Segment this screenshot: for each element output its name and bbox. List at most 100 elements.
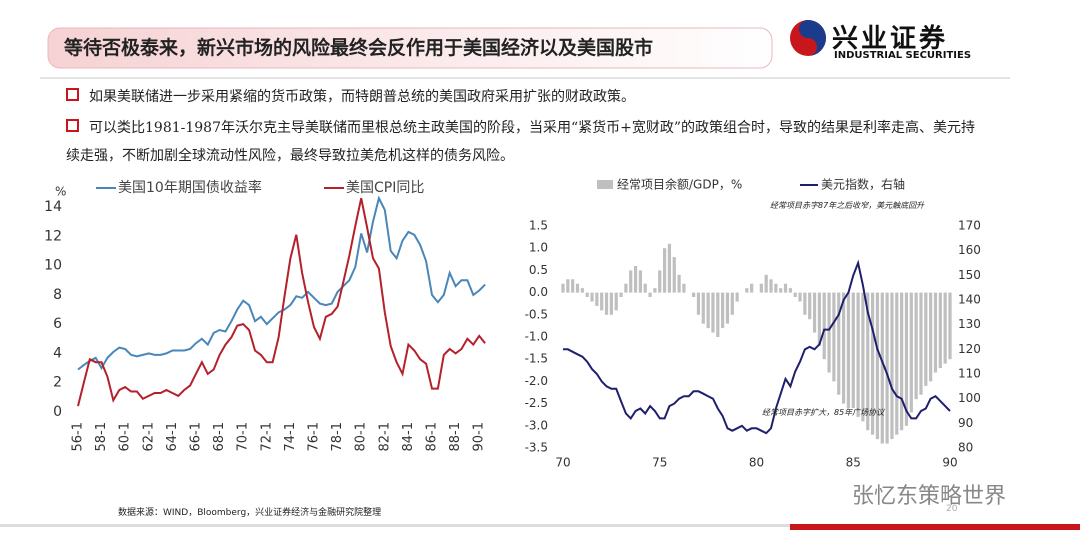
- bar: [672, 257, 676, 293]
- x-tick-label: 76-1: [306, 422, 321, 452]
- legend-label: 美国10年期国债收益率: [118, 179, 262, 196]
- bar: [900, 292, 904, 431]
- annotation: 经常项目赤字扩大，85年广场协议: [762, 408, 885, 417]
- y-tick-label: -2.5: [525, 396, 548, 410]
- bar: [808, 292, 812, 320]
- x-tick-label: 62-1: [141, 422, 156, 452]
- bar: [929, 292, 933, 382]
- x-tick-label: 86-1: [424, 422, 439, 452]
- page-number: 20: [946, 504, 958, 514]
- bar: [832, 292, 836, 382]
- bar: [667, 243, 672, 293]
- bar: [682, 283, 686, 293]
- y2-tick-label: 150: [958, 268, 981, 282]
- title-box: [47, 27, 773, 69]
- bar: [933, 292, 938, 373]
- bar: [600, 292, 604, 311]
- x-tick-label: 80: [749, 456, 764, 470]
- bar: [885, 292, 889, 444]
- bullet: 可以类比1981-1987年沃尔克主导美联储而里根总统主政美国的阶段，当采用“紧…: [66, 114, 986, 170]
- bar: [759, 283, 763, 293]
- bullet: 如果美联储进一步采用紧缩的货币政策，而特朗普总统的美国政府采用扩张的财政政策。: [66, 86, 635, 106]
- bar: [851, 292, 855, 409]
- y-tick-label: 10: [44, 258, 62, 274]
- bar: [914, 292, 918, 400]
- y2-tick-label: 100: [958, 391, 981, 405]
- y-tick-label: -2.0: [525, 374, 548, 388]
- bar: [812, 292, 817, 333]
- x-tick-label: 90-1: [472, 422, 487, 452]
- y-tick-label: -3.5: [525, 441, 548, 455]
- x-tick-label: 66-1: [188, 422, 203, 452]
- footer-bar: [0, 524, 790, 527]
- x-tick-label: 90: [942, 456, 957, 470]
- x-tick-label: 88-1: [448, 422, 463, 452]
- bar: [924, 292, 928, 386]
- bar: [904, 292, 909, 426]
- legend-label: 美元指数，右轴: [821, 177, 905, 192]
- y-tick-label: 6: [53, 316, 62, 332]
- bar: [856, 292, 860, 417]
- data-line: [77, 195, 486, 371]
- x-tick-label: 72-1: [259, 422, 274, 452]
- bar: [658, 270, 662, 293]
- bar: [938, 292, 942, 369]
- bar: [817, 292, 821, 346]
- x-tick-label: 82-1: [377, 422, 392, 452]
- bar: [614, 292, 618, 311]
- x-tick-label: 60-1: [118, 422, 133, 452]
- bar: [725, 292, 730, 324]
- source-note: 数据来源：WIND，Bloomberg，兴业证券经济与金融研究院整理: [118, 508, 382, 518]
- bullet-text: 如果美联储进一步采用紧缩的货币政策，而特朗普总统的美国政府采用扩张的财政政策。: [89, 89, 635, 105]
- bar: [774, 283, 778, 293]
- footer-bar: [790, 524, 1080, 530]
- bar: [561, 283, 565, 293]
- bar: [793, 292, 797, 298]
- bar: [696, 292, 701, 315]
- legend-label: 美国CPI同比: [346, 180, 424, 196]
- bar: [827, 292, 831, 373]
- bar: [662, 248, 667, 293]
- legend-swatch: [597, 180, 613, 189]
- bar: [624, 283, 628, 293]
- y2-tick-label: 170: [958, 219, 981, 233]
- x-tick-label: 70: [555, 456, 570, 470]
- x-tick-label: 74-1: [283, 422, 298, 452]
- y2-tick-label: 140: [958, 293, 981, 307]
- bar: [948, 292, 952, 360]
- logo-text: 兴业证券: [832, 24, 949, 54]
- bar: [750, 283, 754, 293]
- y2-tick-label: 80: [958, 441, 973, 455]
- x-tick-label: 75: [652, 456, 667, 470]
- bar: [745, 288, 749, 293]
- x-tick-label: 68-1: [212, 422, 227, 452]
- bar: [779, 288, 783, 293]
- x-tick-label: 56-1: [70, 422, 85, 452]
- y-tick-label: 8: [53, 287, 62, 303]
- bar: [803, 292, 807, 315]
- y-tick-label: 1.5: [529, 219, 548, 233]
- y2-tick-label: 130: [958, 317, 981, 331]
- y-tick-label: 0.0: [529, 285, 548, 299]
- bar: [841, 292, 846, 404]
- bar: [575, 283, 580, 293]
- bullet-text: 可以类比1981-1987年沃尔克主导美联储而里根总统主政美国的阶段，当采用“紧…: [66, 120, 976, 164]
- logo-text: INDUSTRIAL SECURITIES: [834, 50, 972, 61]
- annotation: 经常项目赤字87年之后收窄，美元触底回升: [770, 201, 925, 210]
- y-tick-label: 0.5: [529, 263, 548, 277]
- y-tick-label: 14: [44, 199, 62, 215]
- y-tick-label: -1.5: [525, 352, 548, 366]
- bar: [735, 292, 739, 302]
- x-tick-label: 80-1: [354, 422, 369, 452]
- bar: [638, 270, 642, 293]
- bar: [571, 279, 575, 293]
- x-tick-label: 70-1: [236, 422, 251, 452]
- bar: [677, 274, 681, 293]
- bar: [919, 292, 923, 395]
- y-tick-label: 1.0: [529, 241, 548, 255]
- y-tick-label: -3.0: [525, 418, 548, 432]
- bar: [875, 292, 880, 440]
- bar: [909, 292, 913, 413]
- bar: [633, 265, 638, 293]
